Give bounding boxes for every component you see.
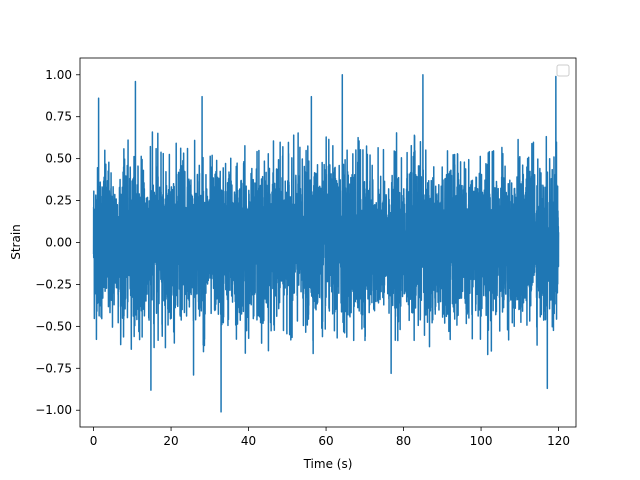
x-axis-label: Time (s): [303, 457, 353, 471]
y-tick-label: 1.00: [45, 68, 72, 82]
x-tick-label: 80: [396, 434, 411, 448]
y-tick-label: −1.00: [35, 403, 72, 417]
x-tick-label: 120: [547, 434, 570, 448]
y-tick-label: 0.50: [45, 152, 72, 166]
legend-box: [556, 64, 570, 77]
y-tick-label: 0.00: [45, 236, 72, 250]
y-axis: −1.00 −0.75 −0.50 −0.25 0.00 0.25 0.50 0.75 1.00: [35, 68, 80, 417]
y-axis-label: Strain: [9, 224, 23, 260]
x-tick-label: 20: [163, 434, 178, 448]
y-tick-label: −0.50: [35, 319, 72, 333]
x-tick-label: 100: [470, 434, 493, 448]
strain-series-line: [92, 74, 560, 413]
x-axis: 0 20 40 60 80 100 120: [90, 427, 570, 448]
series-layer: [92, 74, 560, 413]
x-tick-label: 60: [318, 434, 333, 448]
y-tick-label: −0.75: [35, 361, 72, 375]
y-tick-label: −0.25: [35, 277, 72, 291]
x-tick-label: 40: [241, 434, 256, 448]
x-tick-label: 0: [90, 434, 98, 448]
y-tick-label: 0.25: [45, 194, 72, 208]
y-tick-label: 0.75: [45, 110, 72, 124]
